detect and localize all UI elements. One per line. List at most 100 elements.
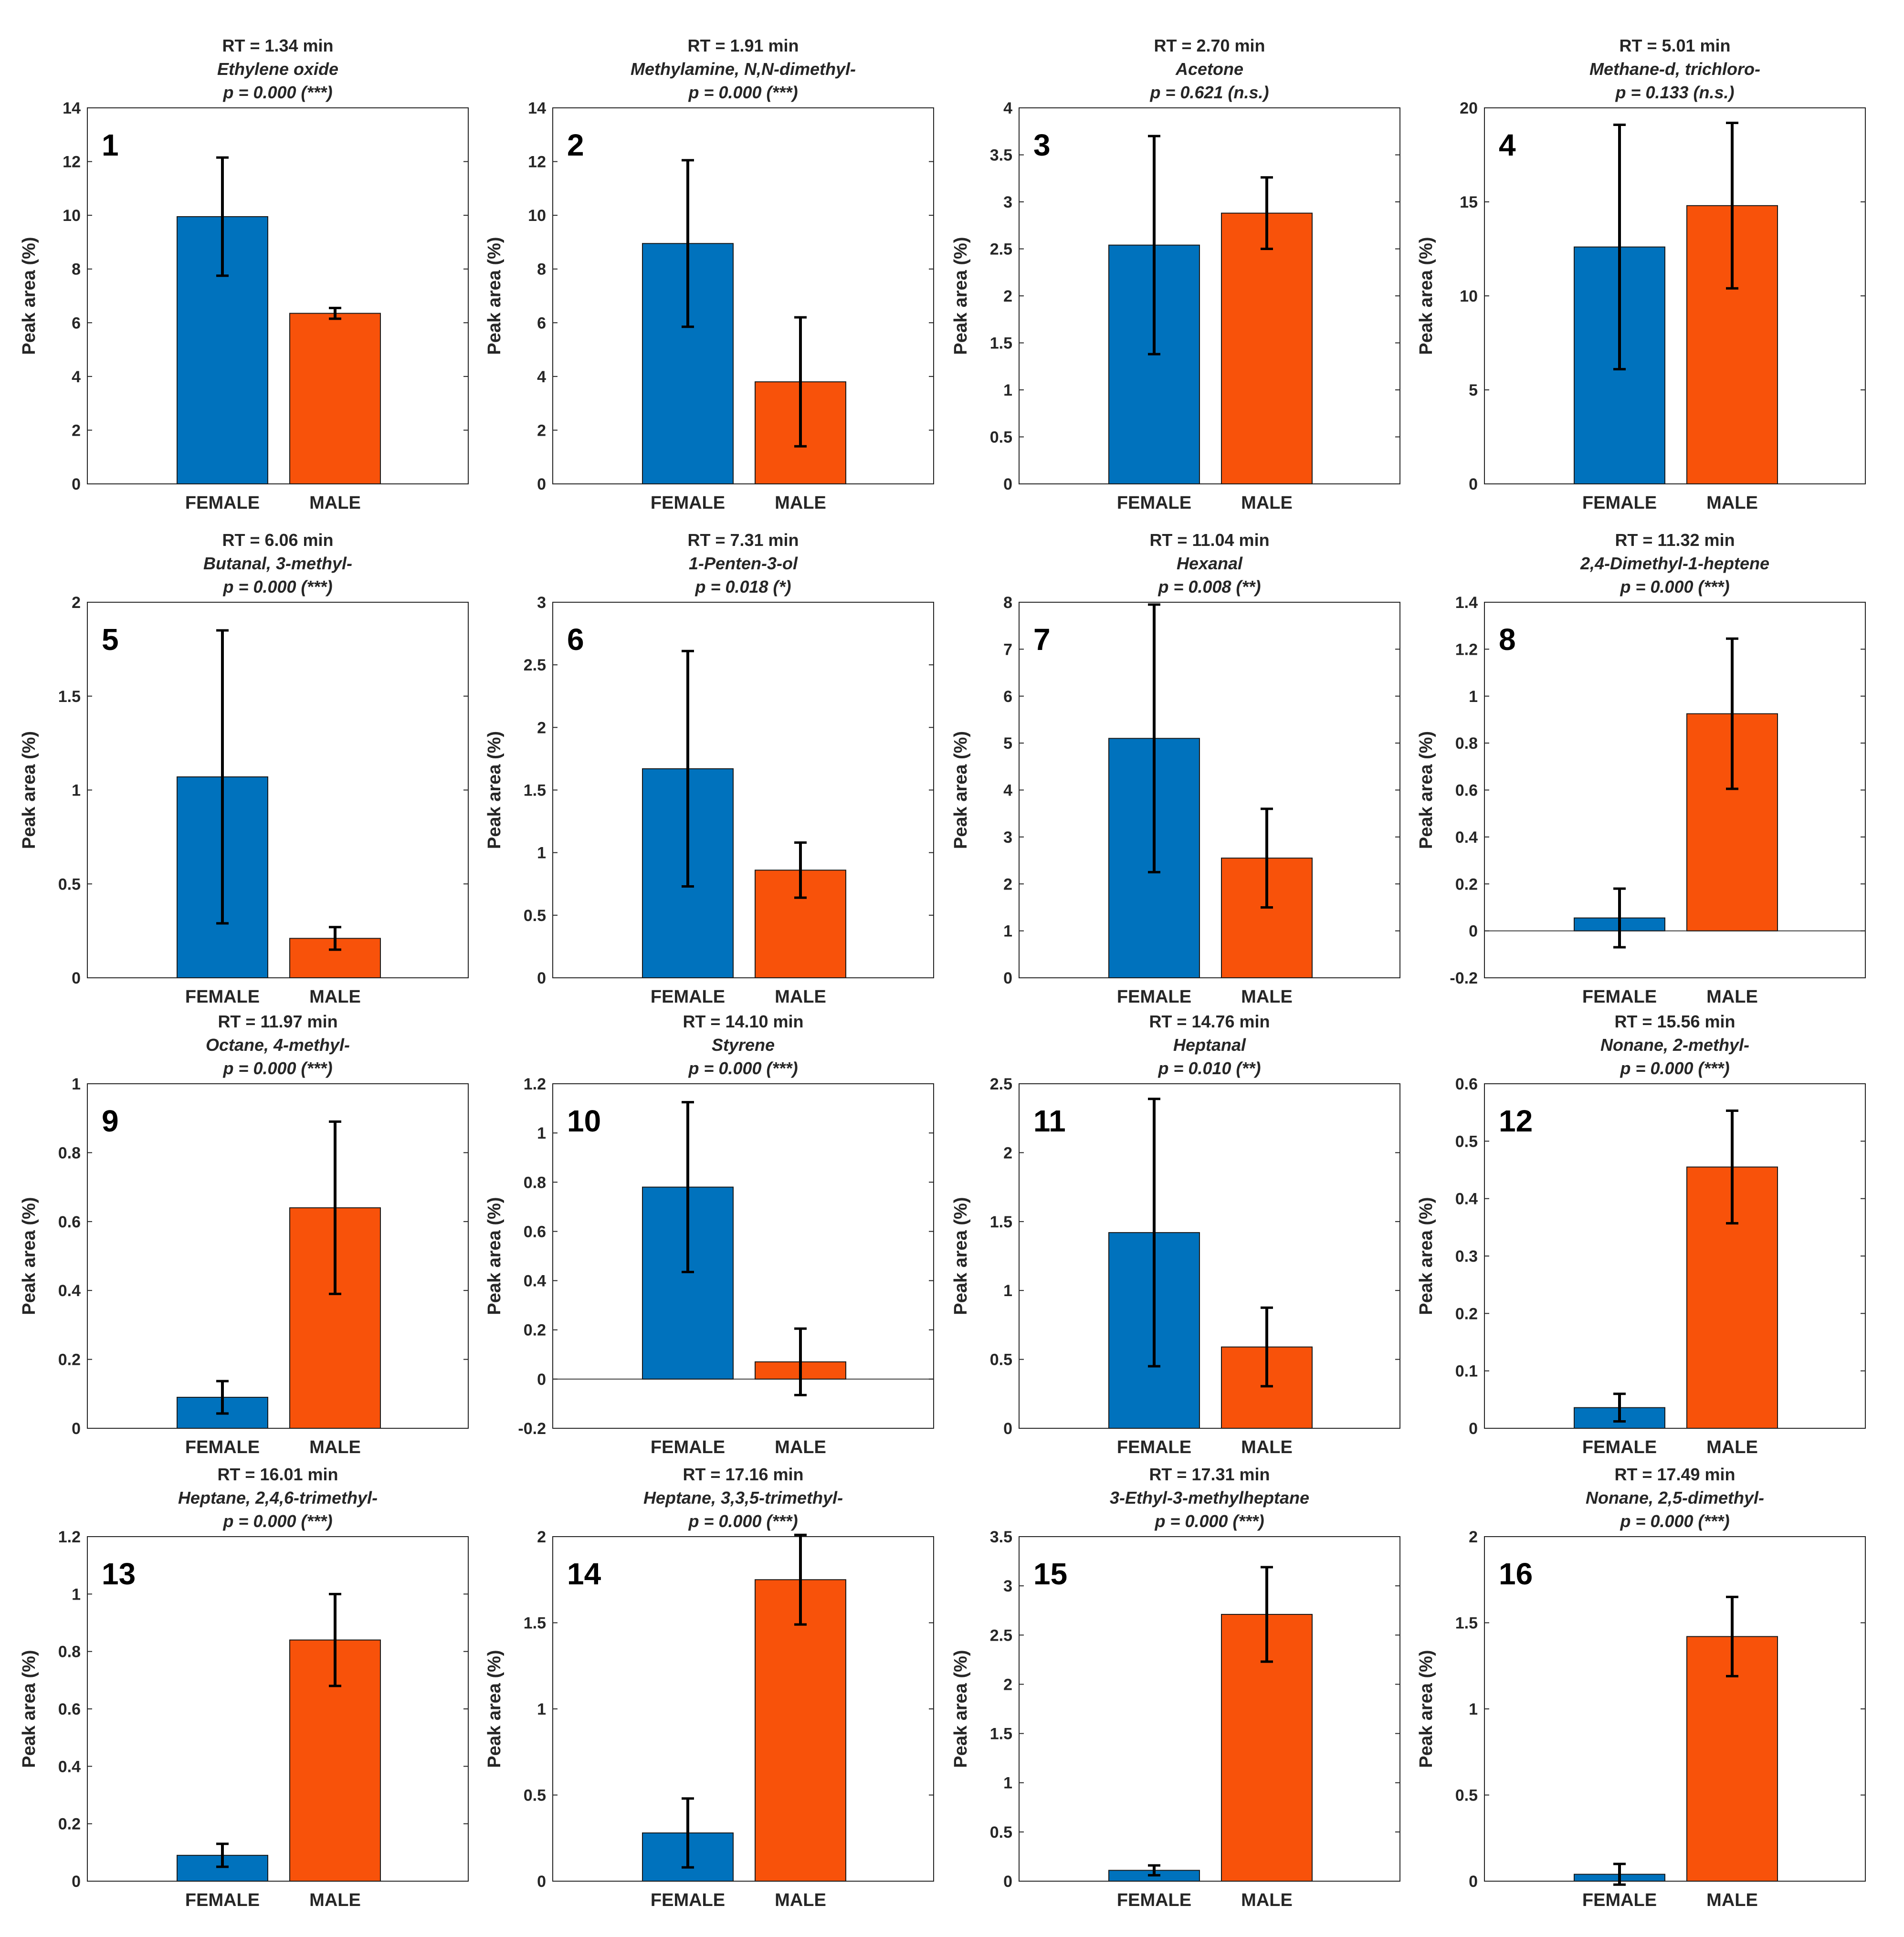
- title-pvalue: p = 0.008 (**): [1157, 577, 1261, 597]
- title-compound: Nonane, 2,5-dimethyl-: [1586, 1488, 1764, 1508]
- y-axis-label: Peak area (%): [951, 1650, 971, 1768]
- title-compound: Heptanal: [1173, 1035, 1246, 1055]
- y-axis-label: Peak area (%): [484, 1197, 505, 1315]
- y-tick-label: 6: [1003, 688, 1012, 706]
- axes-frame: [87, 1083, 469, 1429]
- axes-frame: [552, 1536, 934, 1882]
- y-tick-label: 2.5: [990, 1626, 1012, 1644]
- x-label-male: MALE: [775, 1890, 826, 1910]
- title-rt: RT = 17.16 min: [683, 1465, 803, 1484]
- y-tick-label: 3: [537, 594, 546, 612]
- title-rt: RT = 14.10 min: [683, 1012, 803, 1031]
- x-label-male: MALE: [1241, 987, 1293, 1007]
- y-tick-label: -0.2: [1450, 969, 1478, 987]
- y-tick-label: 0.4: [1455, 828, 1478, 847]
- y-tick-label: 2: [537, 421, 546, 440]
- x-label-female: FEMALE: [185, 987, 260, 1007]
- y-tick-label: 0.6: [1455, 782, 1478, 800]
- chart-panel-2: 0 2 4 6 8 10 12 14 FEMALE MALE 2 Peak area (%) RT = …: [484, 36, 934, 513]
- title-compound: Methylamine, N,N-dimethyl-: [631, 59, 856, 79]
- axes-frame: [87, 1536, 469, 1882]
- y-axis-label: Peak area (%): [951, 1197, 971, 1315]
- y-axis-label: Peak area (%): [484, 731, 505, 849]
- y-tick-label: 0.6: [58, 1213, 81, 1231]
- y-tick-label: 0.4: [1455, 1190, 1478, 1208]
- panel-number: 13: [102, 1557, 136, 1591]
- y-tick-label: 3: [1003, 193, 1012, 211]
- title-compound: Ethylene oxide: [217, 59, 338, 79]
- title-compound: 2,4-Dimethyl-1-heptene: [1580, 554, 1769, 573]
- title-rt: RT = 11.32 min: [1615, 530, 1735, 550]
- y-tick-label: 4: [1003, 782, 1012, 800]
- chart-panel-8: -0.2 0 0.2 0.4 0.6 0.8 1 1.2 1.4 FEMALE MALE 8 Peak …: [1416, 530, 1866, 1007]
- title-rt: RT = 6.06 min: [222, 530, 333, 550]
- bar-male: [1221, 212, 1313, 484]
- title-rt: RT = 1.91 min: [687, 36, 799, 55]
- axes-frame: [1484, 602, 1866, 978]
- chart-panel-9: 0 0.2 0.4 0.6 0.8 1 FEMALE MALE 9 Peak area (%) RT…: [19, 1012, 469, 1457]
- y-tick-label: 0.5: [990, 1351, 1012, 1369]
- x-label-female: FEMALE: [1582, 1437, 1657, 1457]
- y-tick-label: 0.8: [58, 1144, 81, 1162]
- y-tick-label: 0: [1003, 969, 1012, 987]
- chart-panel-5: 0 0.5 1 1.5 2 FEMALE MALE 5 Peak area (%) RT = 6.…: [19, 530, 469, 1007]
- y-tick-label: 8: [1003, 594, 1012, 612]
- x-label-male: MALE: [1241, 1890, 1293, 1910]
- x-label-female: FEMALE: [651, 1890, 725, 1910]
- y-tick-label: 0.5: [990, 1823, 1012, 1842]
- y-tick-label: 7: [1003, 640, 1012, 659]
- y-axis-label: Peak area (%): [484, 1650, 505, 1768]
- y-tick-label: 2: [537, 1528, 546, 1546]
- y-tick-label: 0.6: [524, 1223, 546, 1241]
- y-tick-label: 2.5: [990, 1075, 1012, 1093]
- x-label-male: MALE: [1706, 493, 1758, 513]
- title-rt: RT = 2.70 min: [1154, 36, 1265, 55]
- x-label-male: MALE: [775, 1437, 826, 1457]
- title-pvalue: p = 0.018 (*): [694, 577, 791, 597]
- y-tick-label: 0.8: [58, 1643, 81, 1661]
- chart-panel-7: 0 1 2 3 4 5 6 7 8 FEMALE MALE 7 Peak area (%) RT = 11…: [951, 530, 1400, 1007]
- y-tick-label: 1.5: [524, 1614, 546, 1633]
- y-axis-label: Peak area (%): [19, 731, 39, 849]
- title-compound: Acetone: [1175, 59, 1243, 79]
- axes-frame: [1019, 1536, 1400, 1882]
- y-tick-label: 1.5: [990, 1213, 1012, 1231]
- y-tick-label: 0: [72, 475, 81, 493]
- x-label-female: FEMALE: [185, 1437, 260, 1457]
- y-axis-label: Peak area (%): [19, 1650, 39, 1768]
- x-label-female: FEMALE: [1582, 987, 1657, 1007]
- title-pvalue: p = 0.000 (***): [222, 1511, 332, 1531]
- axes-frame: [1484, 107, 1866, 484]
- x-label-male: MALE: [775, 987, 826, 1007]
- title-compound: Nonane, 2-methyl-: [1600, 1035, 1749, 1055]
- title-rt: RT = 11.97 min: [218, 1012, 337, 1031]
- panel-number: 3: [1033, 128, 1051, 162]
- y-tick-label: 0.5: [990, 429, 1012, 447]
- title-pvalue: p = 0.000 (***): [222, 577, 332, 597]
- panel-number: 10: [567, 1104, 601, 1138]
- y-tick-label: 0: [1469, 1873, 1478, 1891]
- title-pvalue: p = 0.000 (***): [688, 1511, 798, 1531]
- y-tick-label: 0.2: [524, 1321, 546, 1340]
- y-tick-label: 0.5: [58, 875, 81, 893]
- axes-frame: [1484, 1536, 1866, 1882]
- y-tick-label: 2: [1003, 875, 1012, 893]
- y-tick-label: 1.5: [1455, 1614, 1478, 1633]
- x-label-female: FEMALE: [1117, 493, 1191, 513]
- y-tick-label: 0.4: [524, 1272, 546, 1290]
- x-label-male: MALE: [1706, 987, 1758, 1007]
- y-tick-label: 0: [72, 969, 81, 987]
- axes-frame: [1484, 1083, 1866, 1429]
- y-tick-label: 2.5: [990, 241, 1012, 259]
- y-tick-label: 4: [72, 368, 81, 386]
- title-rt: RT = 11.04 min: [1149, 530, 1269, 550]
- chart-panel-6: 0 0.5 1 1.5 2 2.5 3 FEMALE MALE 6 Peak area (%) RT …: [484, 530, 934, 1007]
- y-tick-label: 1.2: [58, 1528, 81, 1546]
- y-tick-label: 1: [1003, 922, 1012, 941]
- y-tick-label: 0.6: [58, 1700, 81, 1718]
- panel-number: 2: [567, 128, 584, 162]
- title-rt: RT = 7.31 min: [687, 530, 799, 550]
- y-tick-label: 1.5: [524, 782, 546, 800]
- title-pvalue: p = 0.133 (n.s.): [1615, 83, 1734, 102]
